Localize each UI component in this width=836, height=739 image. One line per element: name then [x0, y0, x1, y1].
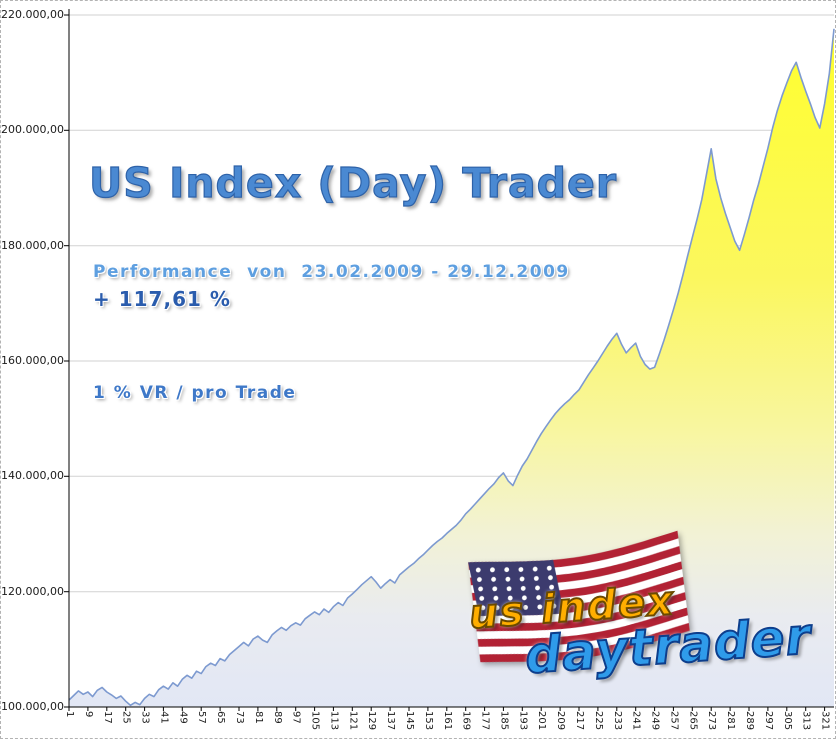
chart-title: US Index (Day) Trader — [88, 158, 618, 207]
performance-value: + 117,61 % — [93, 287, 231, 311]
brand-logo: us index daytrader — [459, 529, 814, 704]
us-flag-icon — [468, 530, 690, 663]
risk-note: 1 % VR / pro Trade — [93, 383, 297, 403]
performance-period-label: Performance von 23.02.2009 - 29.12.2009 — [93, 262, 570, 282]
